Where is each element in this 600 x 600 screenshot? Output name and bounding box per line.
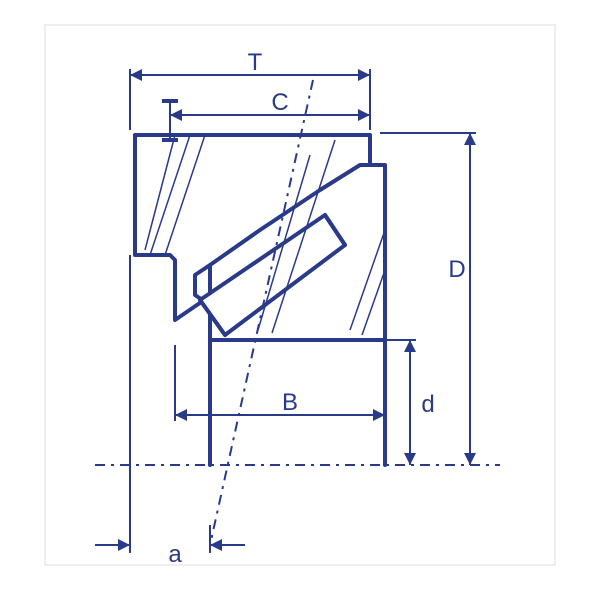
label-D: D [448,256,465,284]
label-d: d [421,391,434,419]
label-T: T [248,49,263,77]
label-a: a [168,541,181,569]
label-B: B [282,389,298,417]
bearing-diagram: T C B a D d [0,0,600,600]
label-C: C [271,89,288,117]
diagram-svg [0,0,600,600]
